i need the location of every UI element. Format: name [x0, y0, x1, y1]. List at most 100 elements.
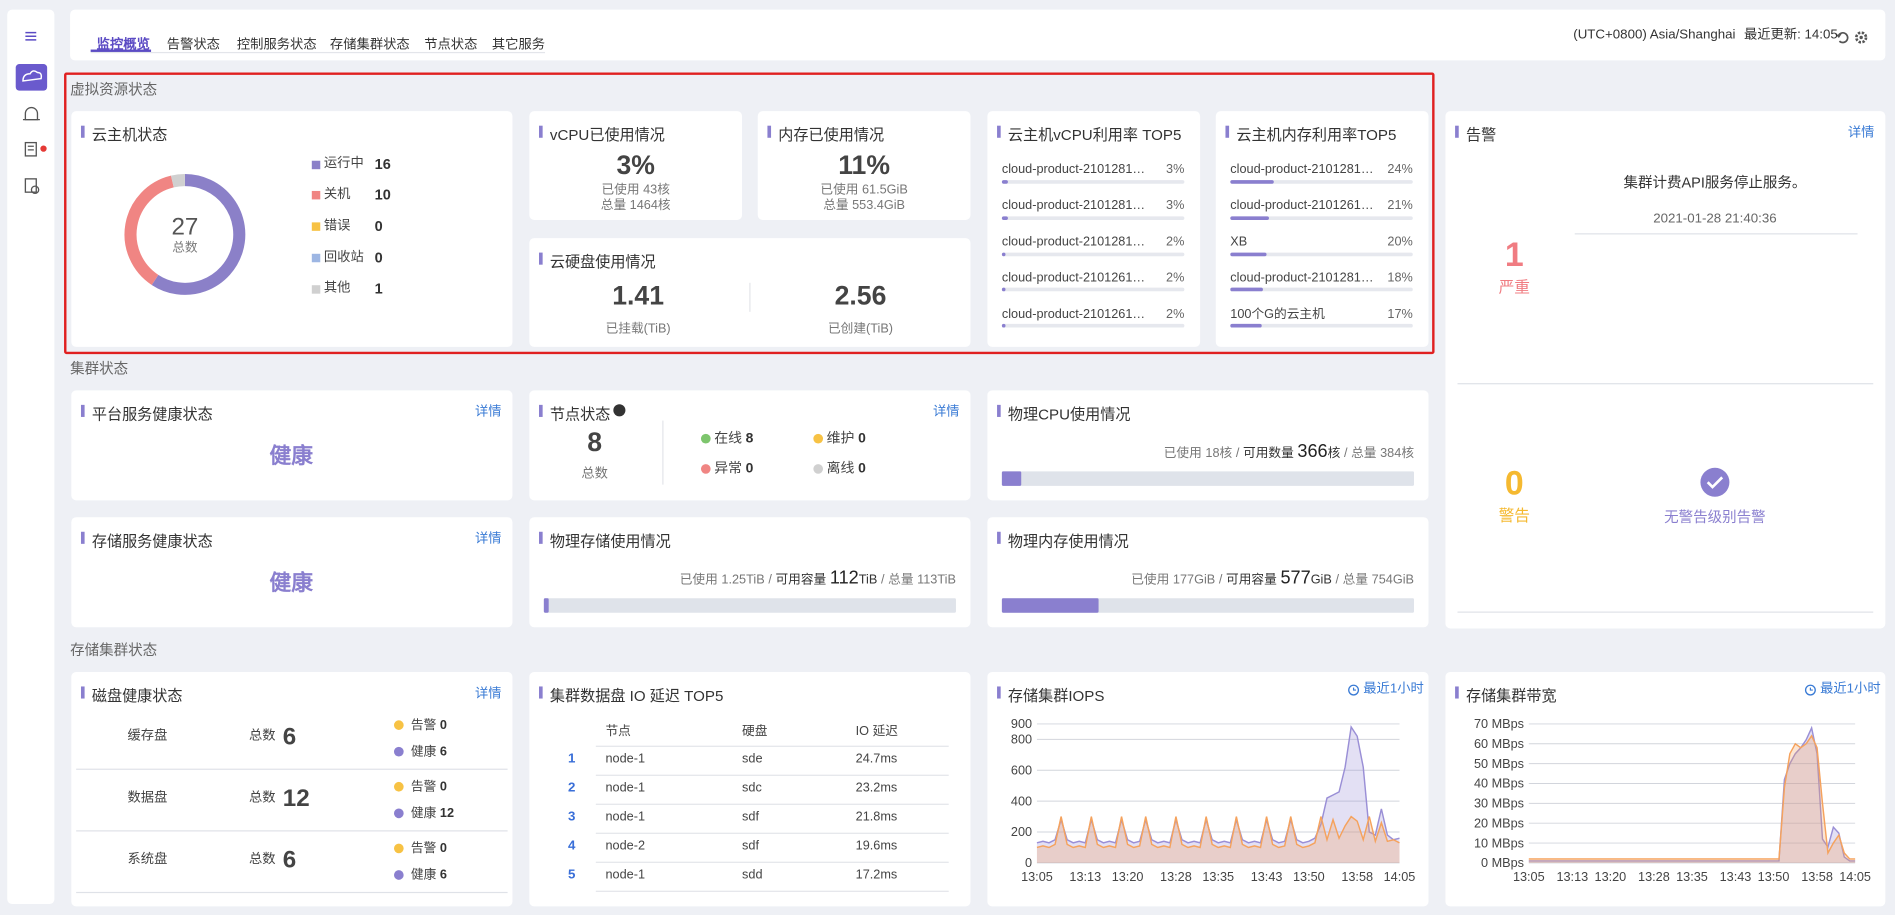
disk-warning: 告警0 [411, 778, 447, 795]
used-value: 1.25 [721, 573, 746, 588]
nav-tab[interactable]: 监控概览 [97, 34, 150, 53]
healthy-label: 健康 [411, 806, 436, 821]
separator: / [1236, 446, 1240, 461]
vcpu-card: vCPU已使用情况3%已使用 43核总量 1464核 [529, 111, 742, 220]
memory-card: 内存已使用情况11%已使用 61.5GiB总量 553.4GiB [758, 111, 971, 220]
y-tick-label: 200 [1011, 825, 1032, 839]
disk-healthy: 健康 12 [411, 805, 454, 822]
bar-fill [1230, 180, 1274, 184]
vm-name: cloud-product-2101261… [1002, 271, 1145, 287]
available-value: 366 [1297, 441, 1327, 462]
disk-healthy: 健康6 [411, 867, 447, 884]
card-title: 云硬盘使用情况 [550, 249, 656, 272]
critical-time: 2021-01-28 21:40:36 [1653, 212, 1776, 229]
total-value: 6 [283, 845, 296, 875]
healthy-value: 12 [440, 806, 454, 821]
detail-link[interactable]: 详情 [933, 401, 960, 420]
card-title: vCPU已使用情况 [550, 122, 665, 145]
vm-name: cloud-product-2101281… [1002, 162, 1145, 178]
nav-tab[interactable]: 其它服务 [492, 34, 545, 53]
nav-tab[interactable]: 控制服务状态 [237, 34, 317, 53]
total-value: 27 [171, 212, 198, 242]
column-header: 硬盘 [742, 724, 767, 740]
y-tick-label: 0 [1025, 856, 1032, 870]
separator: / [1335, 573, 1339, 588]
x-tick-label: 13:05 [1021, 870, 1053, 884]
x-tick-label: 13:35 [1676, 870, 1708, 884]
status-name: 离线 [827, 462, 855, 477]
cell: sdf [742, 839, 759, 855]
vcpu_top5-card: 云主机vCPU利用率 TOP5cloud-product-2101281…3%c… [987, 111, 1200, 347]
x-tick-label: 13:20 [1595, 870, 1627, 884]
row-divider [596, 891, 949, 892]
vm-percent: 3% [1166, 162, 1184, 178]
bar-fill [1002, 216, 1007, 220]
bar-track [1002, 180, 1184, 184]
x-tick-label: 13:13 [1069, 870, 1101, 884]
y-tick-label: 0 MBps [1481, 856, 1524, 870]
warning-label: 警告 [1499, 506, 1530, 526]
row-divider [596, 862, 949, 863]
bar-fill [1002, 180, 1007, 184]
nav-tab[interactable]: 告警状态 [167, 34, 220, 53]
bar-fill [1002, 471, 1021, 486]
vm-status-card: 云主机状态运行中16关机10错误0回收站0其他127总数 [71, 111, 512, 347]
separator: / [768, 573, 772, 588]
x-tick-label: 13:50 [1758, 870, 1790, 884]
nav-tab[interactable]: 存储集群状态 [330, 34, 410, 53]
x-tick-label: 13:28 [1160, 870, 1192, 884]
legend-value: 0 [375, 249, 383, 267]
help-icon [613, 404, 626, 417]
vm-percent: 21% [1387, 198, 1412, 214]
cloud-disk-card: 云硬盘使用情况1.41已挂载(TiB)2.56已创建(TiB) [529, 238, 970, 347]
total-label: 总量 [1351, 446, 1376, 461]
total: 总量 1464核 [601, 199, 671, 215]
bar-track [1002, 288, 1184, 292]
status-name: 异常 [714, 462, 742, 477]
detail-link[interactable]: 详情 [1848, 122, 1875, 141]
row-divider [76, 769, 507, 770]
y-tick-label: 600 [1011, 763, 1032, 777]
row-divider [76, 892, 507, 893]
y-tick-label: 20 MBps [1474, 816, 1524, 830]
status-dot [394, 809, 404, 819]
total: 总量 553.4GiB [823, 199, 905, 215]
vm-percent: 2% [1166, 271, 1184, 287]
card-title: 内存已使用情况 [778, 122, 884, 145]
divider [749, 283, 750, 312]
divider [1458, 612, 1874, 613]
status-value: 0 [746, 462, 754, 477]
cell: 24.7ms [856, 752, 898, 768]
row-divider [596, 833, 949, 834]
used-label: 已使用 [1131, 573, 1169, 588]
column-header: IO 延迟 [856, 724, 898, 740]
detail-link[interactable]: 详情 [475, 528, 502, 547]
disk-type: 系统盘 [128, 852, 168, 869]
detail-link[interactable]: 详情 [475, 401, 502, 420]
divider [662, 421, 663, 485]
x-tick-label: 13:05 [1513, 870, 1545, 884]
x-tick-label: 13:58 [1801, 870, 1833, 884]
health-status: 健康 [270, 442, 314, 469]
used-unit: GiB [1194, 573, 1215, 588]
cell: node-1 [605, 781, 645, 797]
used-unit: 核 [1220, 446, 1233, 461]
nav-tab[interactable]: 节点状态 [424, 34, 477, 53]
bar-track [1002, 216, 1184, 220]
healthy-value: 6 [440, 868, 447, 883]
rank: 2 [568, 781, 575, 798]
y-tick-label: 900 [1011, 717, 1032, 731]
x-tick-label: 13:28 [1638, 870, 1670, 884]
detail-link[interactable]: 详情 [475, 683, 502, 702]
bar-fill [544, 598, 549, 613]
node-status-card: 节点状态详情8总数在线8维护0异常0离线0 [529, 390, 970, 500]
status-dot [394, 782, 404, 792]
disk-warning: 告警0 [411, 840, 447, 857]
bar-fill [1002, 598, 1099, 613]
last-update: 最近更新: 14:05 [1744, 28, 1838, 45]
header-icons[interactable] [1835, 29, 1871, 46]
card-title: 告警 [1466, 122, 1496, 145]
separator: / [881, 573, 885, 588]
